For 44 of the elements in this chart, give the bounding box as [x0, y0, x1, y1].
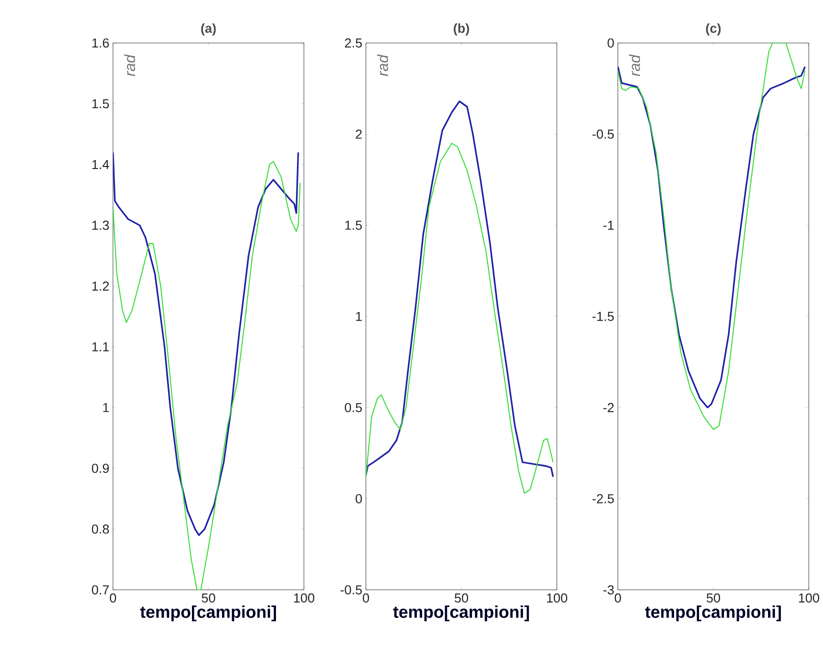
y-tick-label: 1.5	[92, 99, 109, 108]
x-tick-label: 50	[202, 593, 216, 603]
x-tick-label: 50	[706, 593, 720, 603]
y-tick-label: 1	[103, 403, 109, 412]
y-tick-label: 0.9	[92, 464, 109, 474]
x-axis-title: tempo[campioni]	[393, 606, 529, 622]
y-tick-label: 0.8	[92, 524, 109, 534]
chart-title: (b)	[454, 23, 470, 36]
x-tick-label: 0	[614, 593, 621, 603]
y-axis-title: rad	[377, 54, 388, 76]
x-tick-label: 100	[294, 593, 314, 603]
chart-title: (a)	[201, 23, 216, 36]
y-axis-title: rad	[124, 54, 136, 76]
y-tick-label: -2.5	[592, 494, 614, 504]
y-tick-label: 1.4	[92, 160, 110, 170]
x-axis-title: tempo[campioni]	[645, 606, 781, 622]
chart-title: (c)	[706, 23, 721, 36]
y-tick-label: 0	[608, 38, 614, 48]
x-tick-label: 100	[547, 593, 568, 603]
y-tick-label: -1	[603, 220, 614, 230]
y-tick-label: -2	[603, 403, 614, 412]
y-tick-label: 0	[356, 494, 362, 504]
y-tick-label: 0.7	[92, 585, 109, 595]
y-tick-label: -1.5	[592, 312, 614, 322]
y-tick-label: 1.6	[92, 38, 109, 48]
y-tick-label: 1.5	[345, 220, 362, 230]
x-tick-label: 0	[362, 593, 370, 603]
y-tick-label: 2.5	[344, 38, 362, 48]
y-tick-label: -0.5	[592, 130, 614, 139]
y-tick-label: 1.2	[92, 282, 109, 291]
x-axis-title: tempo[campioni]	[140, 606, 276, 622]
y-tick-label: 0.5	[344, 403, 362, 412]
y-axis-title: rad	[629, 54, 640, 76]
x-tick-label: 100	[798, 593, 820, 603]
x-tick-label: 50	[454, 593, 468, 603]
line-series	[112, 161, 301, 590]
line-series	[112, 152, 300, 536]
y-tick-label: -3	[603, 585, 614, 595]
x-tick-label: 0	[110, 593, 116, 603]
y-tick-label: 2	[356, 130, 362, 139]
y-tick-label: 1.3	[92, 220, 109, 230]
y-tick-label: 1	[356, 312, 362, 321]
y-tick-label: 1.1	[92, 342, 109, 352]
y-tick-label: -0.5	[340, 585, 362, 595]
